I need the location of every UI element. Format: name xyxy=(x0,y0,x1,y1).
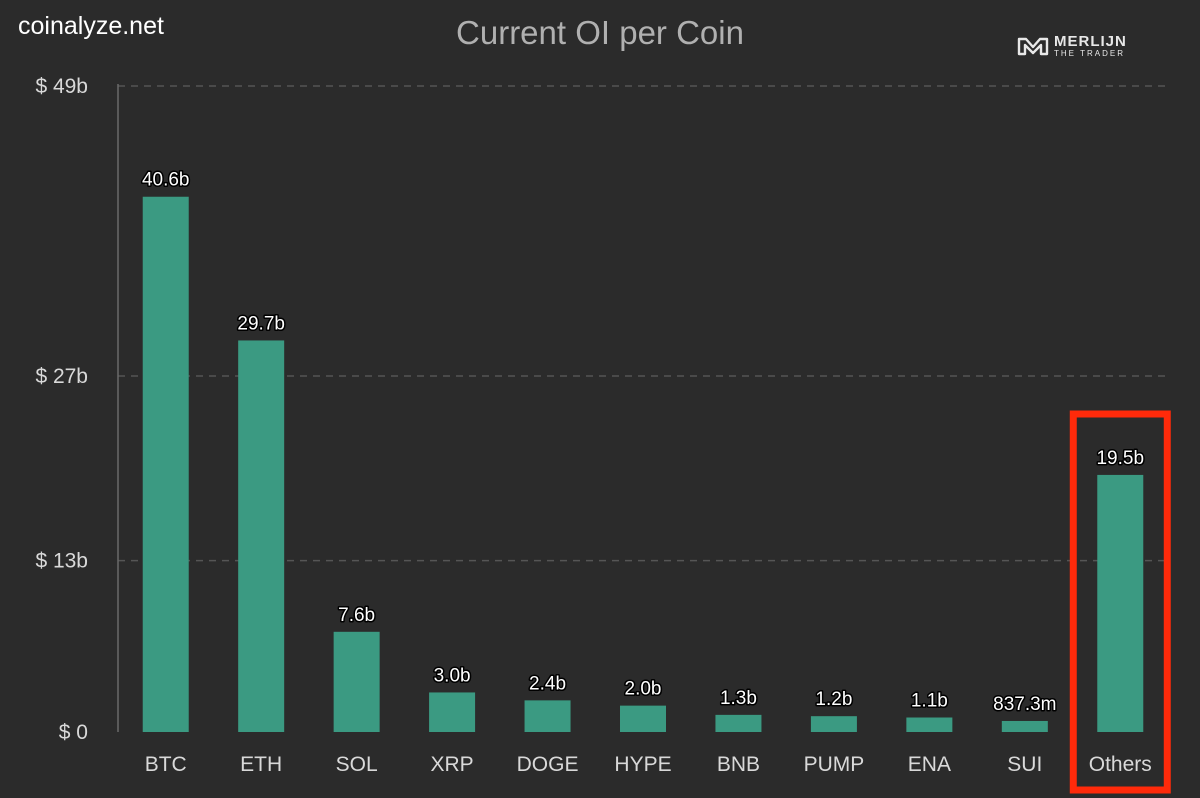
bar[interactable] xyxy=(429,692,476,732)
data-label: 19.5b xyxy=(1096,448,1144,469)
x-tick-label: PUMP xyxy=(804,753,865,776)
y-tick-label: $ 0 xyxy=(59,721,88,744)
data-label: 29.7b xyxy=(237,313,285,334)
y-tick-label: $ 27b xyxy=(35,365,88,388)
bar[interactable] xyxy=(238,340,285,732)
bar[interactable] xyxy=(620,705,666,732)
bar[interactable] xyxy=(1001,720,1048,732)
data-label: 7.6b xyxy=(338,605,375,626)
bar[interactable] xyxy=(906,717,953,732)
data-label: 3.0b xyxy=(434,665,471,686)
x-tick-label: DOGE xyxy=(517,753,579,776)
x-tick-label: Others xyxy=(1089,753,1152,776)
data-label: 2.0b xyxy=(625,679,662,700)
x-tick-label: HYPE xyxy=(614,753,671,776)
bar[interactable] xyxy=(142,196,189,732)
bar[interactable] xyxy=(333,631,380,732)
data-label: 1.3b xyxy=(720,688,757,709)
chart-title: Current OI per Coin xyxy=(456,14,744,51)
x-tick-label: ETH xyxy=(240,753,282,776)
x-tick-label: XRP xyxy=(430,753,473,776)
brand-watermark: MERLIJN THE TRADER xyxy=(1016,34,1127,58)
brand-text: MERLIJN THE TRADER xyxy=(1054,34,1127,58)
bar[interactable] xyxy=(810,716,857,732)
y-tick-label: $ 49b xyxy=(35,75,88,98)
x-tick-label: BNB xyxy=(717,753,760,776)
highlight-box xyxy=(1069,410,1171,794)
bars-layer xyxy=(142,196,1144,732)
merlijn-logo-icon xyxy=(1017,37,1049,56)
brand-tagline: THE TRADER xyxy=(1054,49,1125,58)
data-label: 837.3m xyxy=(993,694,1056,715)
data-label: 40.6b xyxy=(142,170,190,191)
labels-layer: 40.6b BTC 29.7b ETH 7.6b SOL 3.0b XRP 2.4b DOGE 2.… xyxy=(140,168,1152,776)
x-tick-label: ENA xyxy=(908,753,951,776)
bar[interactable] xyxy=(715,714,762,732)
x-tick-label: SOL xyxy=(336,753,378,776)
brand-name: MERLIJN xyxy=(1054,33,1127,50)
y-tick-label: $ 13b xyxy=(35,550,88,573)
grid-layer: $ 0 $ 13b $ 27b $ 49b xyxy=(35,75,1168,744)
data-label: 1.2b xyxy=(815,689,852,710)
bar[interactable] xyxy=(524,700,571,732)
site-name: coinalyze.net xyxy=(18,12,164,40)
x-tick-label: BTC xyxy=(145,753,187,776)
bar[interactable] xyxy=(1097,474,1144,732)
data-label: 1.1b xyxy=(911,690,948,711)
data-label: 2.4b xyxy=(529,673,566,694)
x-tick-label: SUI xyxy=(1007,753,1042,776)
